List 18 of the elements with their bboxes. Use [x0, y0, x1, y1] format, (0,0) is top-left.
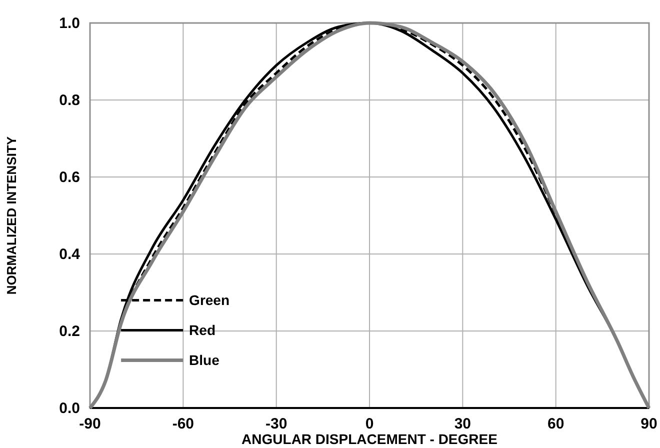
y-tick-label: 0.8: [59, 92, 80, 109]
x-tick-label: 30: [454, 416, 472, 433]
y-tick-label: 0.4: [59, 246, 81, 263]
legend-label: Red: [189, 322, 216, 338]
legend-label: Green: [189, 292, 230, 308]
y-axis-title: NORMALIZED INTENSITY: [4, 136, 19, 295]
y-tick-label: 0.2: [59, 322, 80, 340]
y-tick-label: 1.0: [59, 14, 80, 32]
y-tick-label: 0.0: [59, 400, 80, 417]
y-tick-label: 0.6: [59, 168, 80, 186]
x-tick-label: -30: [265, 416, 288, 433]
legend-label: Blue: [189, 352, 220, 368]
x-tick-label: 90: [640, 416, 658, 433]
x-axis-title: ANGULAR DISPLACEMENT - DEGREE: [242, 431, 498, 447]
x-tick-label: -60: [172, 416, 194, 433]
x-tick-label: 60: [547, 416, 564, 433]
x-tick-label: 0: [365, 416, 374, 433]
x-tick-label: -90: [79, 416, 101, 433]
